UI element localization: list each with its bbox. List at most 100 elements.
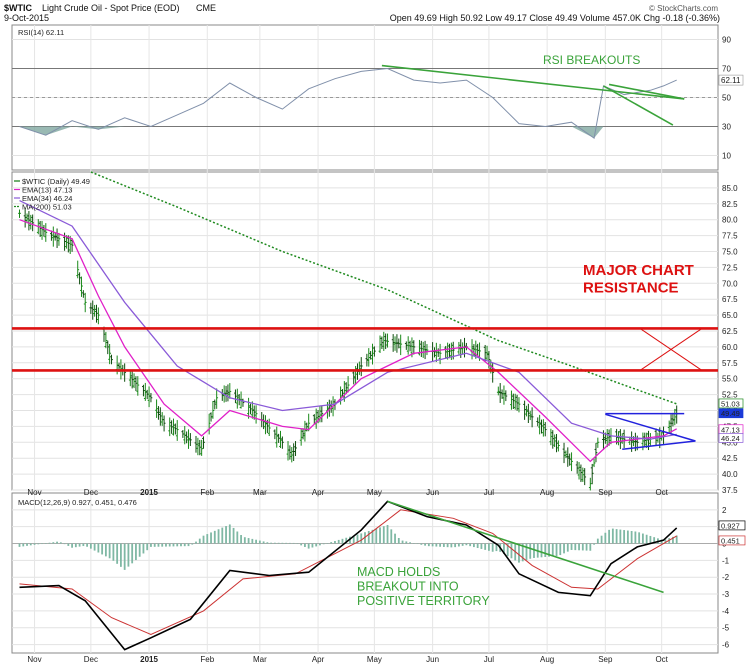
price-last-value: 49.49 <box>721 409 740 418</box>
price-legend-item: MA(200) 51.03 <box>22 203 72 212</box>
macd-histogram-bar <box>258 540 261 544</box>
macd-histogram-bar <box>44 543 47 544</box>
macd-histogram-bar <box>52 542 55 544</box>
macd-histogram-bar <box>660 539 663 544</box>
macd-histogram-bar <box>641 533 644 544</box>
macd-histogram-bar <box>634 531 637 544</box>
macd-histogram-bar <box>540 543 543 558</box>
macd-histogram-bar <box>585 543 588 551</box>
macd-histogram-bar <box>371 529 374 544</box>
x-tick-label: Apr <box>312 488 325 497</box>
macd-histogram-bar <box>48 542 51 544</box>
price-y-tick-label: 65.0 <box>722 311 738 320</box>
rsi-last-value-box <box>718 74 744 86</box>
annotations: RSI BREAKOUTS MAJOR CHART RESISTANCE MACD H… <box>357 53 694 608</box>
macd-histogram-bar <box>41 543 43 545</box>
macd-histogram-bar <box>165 543 167 547</box>
macd-histogram-bar <box>611 528 614 544</box>
macd-histogram-bar <box>112 543 115 561</box>
macd-histogram-bar <box>412 543 415 544</box>
macd-histogram-bar <box>345 537 348 544</box>
macd-histogram-bar <box>255 539 257 544</box>
macd-histogram-bar <box>442 543 445 547</box>
macd-histogram-bar <box>379 527 381 544</box>
price-last-value-box <box>718 398 744 409</box>
macd-histogram-bar <box>22 543 25 547</box>
price-y-tick-label: 67.5 <box>722 295 738 304</box>
triangle-line <box>605 413 696 442</box>
macd-histogram-bar <box>104 543 107 557</box>
macd-histogram-bar <box>56 541 58 544</box>
macd-histogram-bar <box>390 529 393 544</box>
macd-histogram-bar <box>221 527 224 544</box>
macd-histogram-bar <box>382 526 385 544</box>
macd-series <box>12 500 718 651</box>
macd-histogram-bar <box>589 543 592 551</box>
macd-histogram-bar <box>191 543 194 545</box>
macd-histogram-bar <box>213 530 216 544</box>
macd-histogram-bar <box>217 529 220 544</box>
price-y-tick-label: 75.0 <box>722 248 738 257</box>
macd-histogram-bar <box>304 543 306 547</box>
price-legend-item: EMA(13) 47.13 <box>22 186 72 195</box>
macd-histogram-bar <box>416 543 419 545</box>
macd-histogram-bar <box>446 543 449 548</box>
x-tick-label: Aug <box>540 488 554 497</box>
macd-histogram-bar <box>484 543 487 550</box>
macd-y-tick-label: -5 <box>722 624 730 633</box>
macd-histogram-bar <box>334 541 336 544</box>
macd-histogram-bar <box>480 543 483 549</box>
rsi-annotation: RSI BREAKOUTS <box>543 53 640 67</box>
rsi-y-tick-label: 70 <box>722 65 731 74</box>
macd-histogram-bar <box>101 543 104 555</box>
macd-histogram-bar <box>247 538 250 544</box>
macd-histogram-bar <box>623 530 626 544</box>
macd-histogram-bar <box>153 543 156 547</box>
macd-trendline <box>387 500 664 594</box>
macd-histogram-bar <box>307 543 310 549</box>
rsi-extreme-fill <box>19 126 677 139</box>
macd-histogram-bar <box>243 537 246 544</box>
macd-histogram-bar <box>270 542 273 544</box>
x-tick-label-bottom: Oct <box>655 655 668 664</box>
macd-histogram-bar <box>578 543 580 551</box>
price-y-tick-label: 82.5 <box>722 200 738 209</box>
macd-histogram-bar <box>405 541 408 544</box>
x-tick-label: Oct <box>655 488 668 497</box>
macd-y-tick-label: -4 <box>722 607 730 616</box>
macd-last-value-box <box>718 535 746 546</box>
resistance-annotation-line: RESISTANCE <box>583 279 679 296</box>
macd-last-value: 0.927 <box>721 521 740 530</box>
macd-histogram-bar <box>120 543 122 567</box>
macd-histogram-bar <box>457 543 460 547</box>
macd-histogram-bar <box>581 543 584 551</box>
price-last-value: 46.24 <box>721 434 740 443</box>
price-y-tick-label: 55.0 <box>722 375 738 384</box>
rsi-line <box>19 67 677 139</box>
macd-histogram-bar <box>123 543 126 570</box>
macd-histogram-bar <box>187 543 190 547</box>
macd-signal-line <box>19 509 677 636</box>
price-y-tick-label: 45.0 <box>722 438 738 447</box>
macd-histogram-bar <box>225 526 227 544</box>
x-tick-label-bottom: Jun <box>426 655 439 664</box>
macd-histogram-bar <box>352 535 355 544</box>
macd-histogram-bar <box>397 537 400 544</box>
rsi-series <box>12 64 718 139</box>
x-tick-label: Jun <box>426 488 439 497</box>
macd-histogram-bar <box>593 543 595 545</box>
macd-histogram-bar <box>533 543 535 558</box>
macd-y-tick-label: -2 <box>722 573 730 582</box>
macd-histogram-bar <box>150 543 152 547</box>
macd-histogram-bar <box>78 543 81 547</box>
macd-histogram-bar <box>82 543 85 547</box>
macd-histogram-bar <box>281 542 284 544</box>
macd-histogram-bar <box>360 533 363 544</box>
macd-histogram-bar <box>386 525 389 544</box>
macd-histogram-bar <box>427 543 430 547</box>
macd-histogram-bar <box>236 531 239 544</box>
macd-legend: MACD(12,26,9) 0.927, 0.451, 0.476 <box>18 498 137 507</box>
x-tick-label: Dec <box>84 488 98 497</box>
chart-date: 9-Oct-2015 <box>4 13 49 23</box>
